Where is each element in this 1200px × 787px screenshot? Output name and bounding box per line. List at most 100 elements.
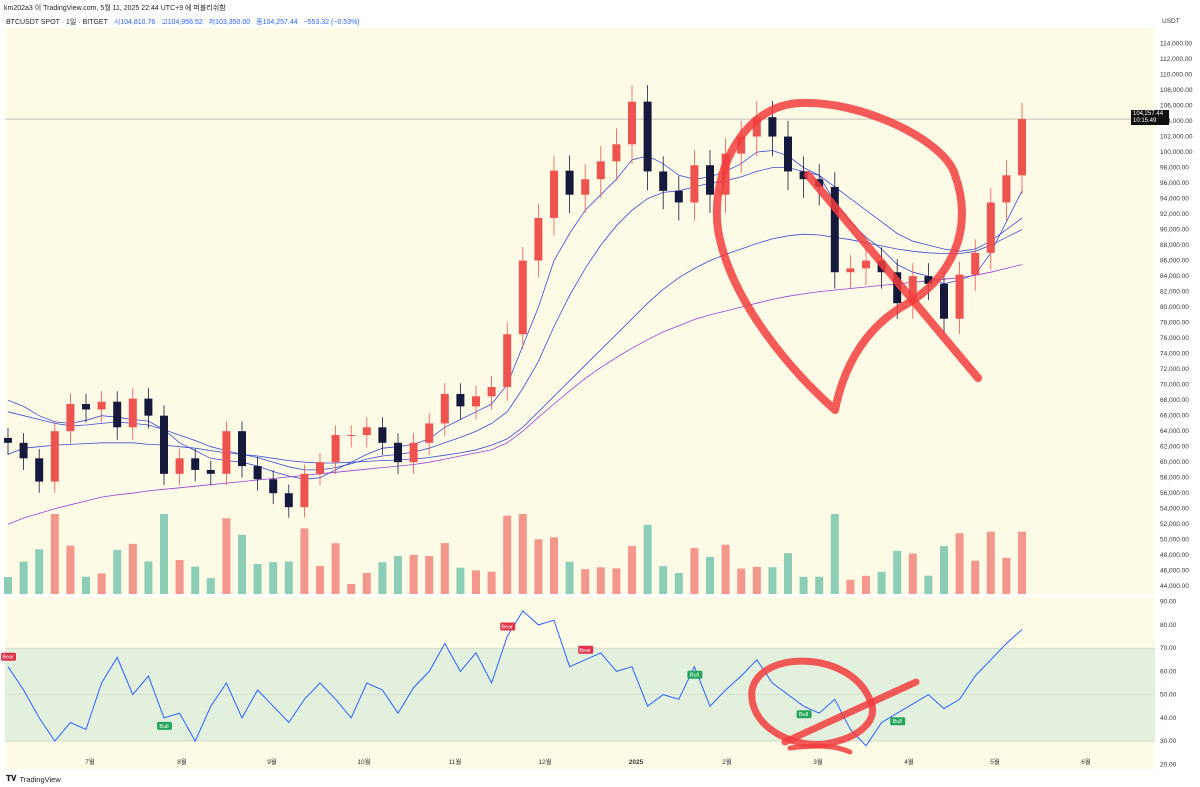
price-tick-label: 66,000.00: [1160, 413, 1189, 420]
divergence-label: Bull: [159, 724, 168, 730]
candle-body: [846, 268, 855, 273]
volume-bar: [643, 524, 652, 594]
candle-countdown: 10:15:49: [1133, 118, 1157, 124]
symbol-quote-bar: BTCUSDT SPOT · 1일 · BITGET 시104,810.76 고…: [6, 17, 364, 27]
volume-bar: [362, 572, 371, 594]
volume-bar: [160, 514, 168, 594]
time-tick-label: 6월: [1081, 757, 1091, 766]
time-tick-label: 2025: [629, 759, 644, 766]
volume-bar: [316, 566, 324, 594]
candle-body: [986, 202, 995, 253]
time-tick-label: 2월: [722, 757, 732, 766]
candle-body: [862, 260, 870, 269]
price-tick-label: 44,000.00: [1160, 583, 1189, 590]
volume-bar: [674, 572, 683, 594]
volume-bar: [799, 576, 808, 594]
volume-bar: [596, 567, 605, 594]
current-price-tag: 104,257.44 10:15:49: [1131, 110, 1169, 125]
price-tick-label: 70,000.00: [1160, 382, 1189, 389]
moving-average-line: [7, 167, 1023, 471]
divergence-label-box: [500, 622, 516, 631]
rsi-tick-label: 20.00: [1160, 761, 1177, 768]
price-axis-currency: USDT: [1162, 18, 1180, 25]
annotation-rsi-stroke: [781, 678, 920, 746]
divergence-label: Bear: [501, 625, 513, 631]
volume-bar: [518, 514, 527, 594]
volume-bar: [175, 560, 184, 594]
candle-body: [612, 144, 621, 162]
time-tick-label: 7월: [85, 757, 95, 766]
candle-body: [706, 165, 714, 195]
candle-body: [378, 427, 387, 443]
candle-body: [1018, 119, 1026, 176]
candle-body: [269, 479, 278, 494]
candle-body: [737, 136, 746, 154]
tradingview-brand[interactable]: 𝐓𝐕 TradingView: [6, 774, 61, 784]
price-tick-label: 60,000.00: [1160, 459, 1189, 466]
candle-body: [784, 136, 792, 172]
candle-body: [222, 431, 231, 474]
candle-body: [550, 170, 558, 218]
rsi-tick-label: 70.00: [1160, 645, 1177, 652]
volume-bar: [971, 560, 980, 594]
volume-bar: [284, 561, 293, 594]
volume-bar: [768, 567, 777, 594]
candle-body: [19, 442, 28, 459]
volume-bar: [97, 573, 106, 594]
candle-body: [238, 431, 246, 467]
symbol-title[interactable]: BTCUSDT SPOT · 1일 · BITGET: [6, 19, 108, 26]
volume-bar: [534, 539, 543, 594]
candle-body: [300, 473, 309, 508]
candle-body: [82, 404, 90, 410]
time-tick-label: 10월: [357, 757, 370, 766]
volume-bar: [1002, 557, 1011, 594]
price-tick-label: 64,000.00: [1160, 428, 1189, 435]
volume-bar: [440, 543, 449, 594]
volume-bar: [628, 545, 636, 594]
volume-bar: [846, 579, 855, 594]
volume-bar: [706, 556, 714, 594]
volume-bar: [35, 549, 44, 594]
rsi-tick-label: 90.00: [1160, 599, 1177, 606]
candle-body: [768, 117, 777, 137]
candle-body: [955, 274, 964, 319]
divergence-label-box: [1, 652, 16, 661]
price-tick-label: 94,000.00: [1160, 196, 1189, 203]
time-tick-label: 8월: [177, 757, 187, 766]
candle-body: [160, 415, 168, 474]
publish-attribution: km202a3 이 TradingView.com, 5월 11, 2025 2…: [4, 5, 226, 12]
price-tick-label: 92,000.00: [1160, 211, 1189, 218]
volume-bar: [815, 576, 824, 594]
candle-body: [472, 396, 480, 407]
rsi-tick-label: 60.00: [1160, 668, 1177, 675]
candle-body: [175, 458, 184, 474]
price-tick-label: 52,000.00: [1160, 521, 1189, 528]
volume-bar: [222, 518, 231, 594]
candle-body: [440, 393, 449, 424]
candle-body: [409, 442, 418, 463]
price-tick-label: 68,000.00: [1160, 397, 1189, 404]
divergence-label: Bull: [690, 673, 699, 679]
volume-bar: [378, 562, 387, 594]
divergence-label: Bear: [579, 648, 591, 654]
price-tick-label: 82,000.00: [1160, 289, 1189, 296]
price-tick-label: 90,000.00: [1160, 227, 1189, 234]
volume-bar: [472, 570, 480, 594]
volume-bar: [581, 569, 590, 594]
ohlc-close: 종104,257.44: [256, 19, 298, 26]
volume-bar: [347, 584, 356, 594]
volume-bar: [908, 553, 917, 594]
time-tick-label: 3월: [813, 757, 823, 766]
candle-body: [144, 398, 153, 416]
price-tick-label: 62,000.00: [1160, 444, 1189, 451]
divergence-label-box: [157, 721, 172, 730]
candle-body: [628, 101, 636, 145]
candle-body: [830, 186, 839, 273]
volume-bar: [940, 546, 948, 594]
candle-body: [456, 393, 465, 407]
volume-bar: [503, 515, 512, 594]
main-pane-background: [5, 28, 1155, 594]
price-tick-label: 58,000.00: [1160, 475, 1189, 482]
volume-bar: [565, 561, 574, 594]
rsi-tick-label: 40.00: [1160, 715, 1177, 722]
